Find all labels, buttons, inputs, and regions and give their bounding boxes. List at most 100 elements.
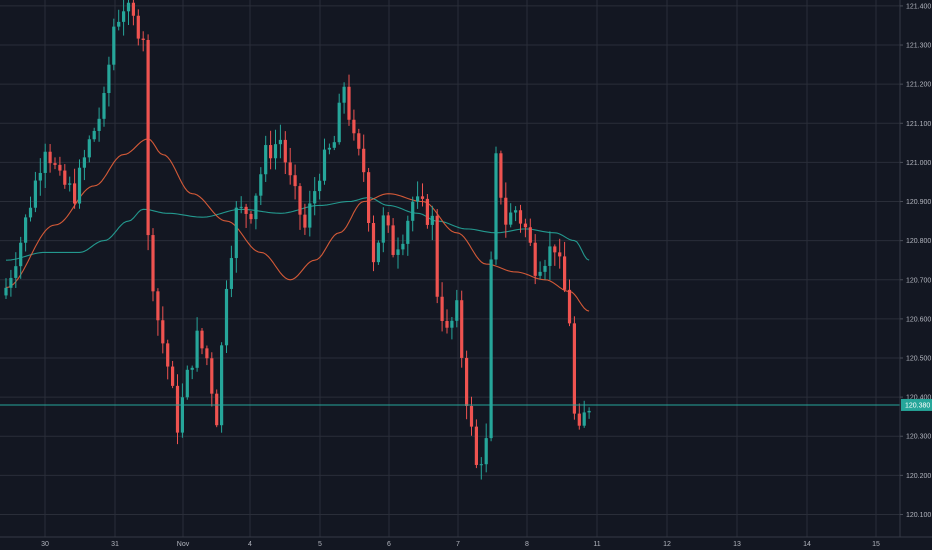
candle <box>504 182 508 238</box>
candle-body <box>53 163 57 165</box>
candle <box>322 138 327 185</box>
candle-body <box>205 348 209 359</box>
candle <box>386 212 390 233</box>
time-tick-label: 5 <box>318 541 322 548</box>
candle <box>548 231 552 280</box>
candle <box>558 238 562 269</box>
candle-body <box>156 291 160 321</box>
candle-body <box>249 213 253 220</box>
candle <box>259 167 263 206</box>
candle-body <box>455 300 459 321</box>
candle <box>563 241 567 293</box>
candle-body <box>460 300 464 358</box>
candle <box>210 352 214 407</box>
candle <box>450 317 454 340</box>
time-tick-label: 31 <box>111 541 119 548</box>
candle-body <box>450 320 454 328</box>
candle-body <box>195 330 199 368</box>
candle-body <box>215 393 219 426</box>
candle <box>435 209 439 304</box>
candle-body <box>239 206 243 208</box>
candle-body <box>254 195 258 220</box>
candle <box>509 203 513 228</box>
candle <box>337 93 341 145</box>
candle-body <box>430 215 434 225</box>
candle-body <box>224 288 229 346</box>
candle <box>48 144 52 173</box>
candle <box>112 18 116 71</box>
candle <box>283 131 287 174</box>
candle <box>82 149 86 181</box>
candle-body <box>518 210 523 224</box>
candle-body <box>234 207 238 259</box>
candle-body <box>24 217 28 243</box>
candle-body <box>166 343 170 367</box>
candle-body <box>332 142 336 148</box>
price-tick-label: 120.500 <box>906 356 931 363</box>
candle <box>357 128 361 156</box>
candle <box>43 143 47 188</box>
candle-body <box>362 148 366 173</box>
price-tick-label: 120.400 <box>906 395 931 402</box>
time-axis-background <box>0 537 932 550</box>
candle <box>479 457 483 480</box>
price-axis[interactable]: 121.400 121.300 121.200 121.100 121.000 120.9… <box>899 0 932 550</box>
candle-body <box>416 196 420 202</box>
candle <box>308 190 312 237</box>
candle <box>19 236 23 279</box>
candle-body <box>474 426 478 465</box>
candle-body <box>14 266 18 278</box>
time-tick-label: Nov <box>177 541 190 548</box>
candle-body <box>87 139 91 158</box>
candle-body <box>141 38 145 40</box>
candle-body <box>175 385 180 433</box>
candle-body <box>465 357 469 406</box>
candle-body <box>185 369 189 398</box>
candle-body <box>269 145 273 159</box>
candle-body <box>514 210 518 213</box>
candle <box>180 383 184 438</box>
candle <box>288 147 292 185</box>
candle <box>24 214 28 252</box>
candle <box>420 183 425 207</box>
candle-body <box>479 464 483 466</box>
candle-body <box>180 397 184 433</box>
candle-body <box>58 164 62 171</box>
candle-body <box>342 86 346 103</box>
candle-body <box>171 366 175 386</box>
candle-body <box>112 26 116 65</box>
candle-body <box>577 413 581 426</box>
candle-body <box>220 345 224 426</box>
candle-body <box>4 287 8 296</box>
candle <box>303 203 307 235</box>
candle <box>264 135 268 182</box>
candle <box>523 218 527 238</box>
candle-body <box>337 102 341 143</box>
candle <box>460 290 464 368</box>
candle <box>278 124 282 159</box>
candle-body <box>43 151 47 173</box>
candle <box>249 211 253 224</box>
candle-body <box>528 227 532 243</box>
candle-body <box>533 242 537 276</box>
candle-body <box>122 11 126 22</box>
candle-body <box>406 220 410 244</box>
candle-body <box>381 215 385 243</box>
candle-body <box>489 259 493 439</box>
candle-body <box>210 358 214 394</box>
candle-body <box>73 183 77 204</box>
price-tick-label: 120.800 <box>906 238 931 245</box>
candle <box>205 345 209 366</box>
candle-body <box>572 323 576 414</box>
time-tick-label: 30 <box>41 541 49 548</box>
time-tick-label: 13 <box>733 541 741 548</box>
time-axis[interactable]: 30 31 Nov 4 5 6 7 8 11 12 13 14 15 <box>0 536 932 550</box>
candle-body <box>376 242 380 263</box>
chart-grid <box>0 0 900 537</box>
candle <box>567 279 572 327</box>
candle-body <box>97 118 101 131</box>
price-tick-label: 121.400 <box>906 3 931 10</box>
candle-body <box>440 296 444 322</box>
candle <box>533 234 537 285</box>
